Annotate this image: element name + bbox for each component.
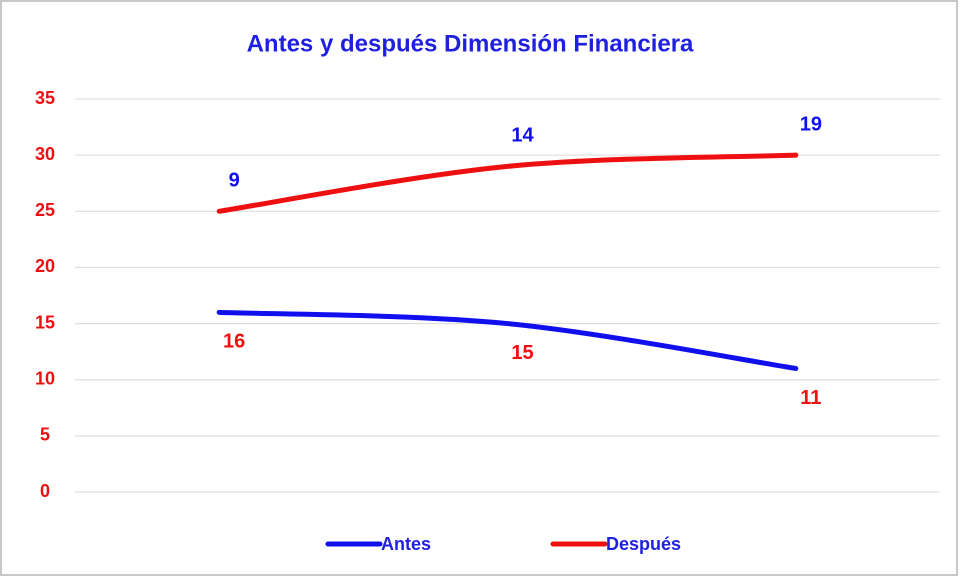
data-label: 15 bbox=[511, 342, 533, 364]
data-label: 19 bbox=[800, 113, 822, 135]
y-tick-label: 0 bbox=[40, 481, 50, 501]
y-tick-label: 35 bbox=[35, 88, 55, 108]
line-series bbox=[216, 309, 799, 371]
data-label: 11 bbox=[800, 387, 821, 409]
y-tick-label: 10 bbox=[35, 368, 55, 388]
legend-label: Antes bbox=[381, 534, 431, 554]
legend-label: Después bbox=[606, 534, 681, 554]
y-tick-label: 20 bbox=[35, 256, 55, 276]
y-tick-label: 30 bbox=[35, 144, 55, 164]
data-label: 16 bbox=[223, 331, 245, 353]
chart-title: Antes y después Dimensión Financiera bbox=[247, 30, 694, 57]
data-label: 9 bbox=[229, 170, 240, 192]
data-label: 14 bbox=[511, 125, 534, 147]
y-tick-label: 5 bbox=[40, 425, 50, 445]
y-tick-label: 15 bbox=[35, 312, 55, 332]
y-tick-label: 25 bbox=[35, 200, 55, 220]
line-series bbox=[216, 152, 799, 214]
